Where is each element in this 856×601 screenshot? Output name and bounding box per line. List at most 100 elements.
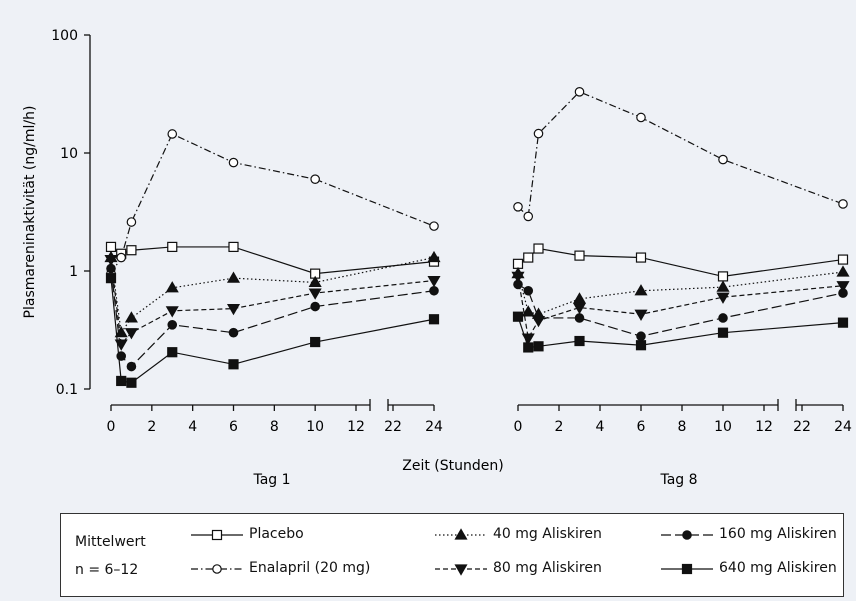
panel-1-series-enalapril-20-mg: [110, 133, 435, 274]
y-tick-label: 10: [60, 146, 78, 162]
panel-2-point-640-mg-aliskiren: [533, 341, 544, 352]
panel-2-label: Tag 8: [659, 472, 697, 488]
panel-1-x-tick-label: 0: [107, 419, 116, 435]
panel-2-point-160-mg-aliskiren: [523, 285, 534, 296]
panel-1-point-640-mg-aliskiren: [105, 273, 117, 284]
panel-1-point-160-mg-aliskiren: [228, 327, 239, 338]
panel-1-point-enalapril-20-mg: [126, 217, 137, 227]
panel-2-point-80-mg-aliskiren: [716, 292, 730, 304]
panel-1-point-80-mg-aliskiren: [104, 254, 118, 267]
panel-1-point-640-mg-aliskiren: [310, 336, 321, 348]
panel-2-point-enalapril-20-mg: [718, 154, 728, 165]
legend-marker-enalapril-20-mg: [212, 564, 222, 574]
legend-marker-160-mg-aliskiren: [682, 530, 692, 540]
panel-2-x-tick-label: 24: [834, 419, 852, 435]
panel-2-x-tick-label: 22: [793, 419, 811, 435]
panel-1-point-640-mg-aliskiren: [116, 375, 127, 387]
legend-label-enalapril: Enalapril (20 mg): [249, 560, 371, 576]
y-tick-label: 0.1: [56, 382, 78, 398]
panel-2-point-enalapril-20-mg: [574, 87, 585, 97]
panel-2-series-40-mg-aliskiren: [517, 271, 844, 315]
panel-2-point-placebo: [533, 243, 544, 254]
panel-1-x-tick-label: 22: [384, 419, 402, 435]
panel-1-point-160-mg-aliskiren: [167, 319, 178, 330]
legend-label-80mg: 80 mg Aliskiren: [493, 560, 602, 576]
panel-2-point-enalapril-20-mg: [636, 112, 646, 123]
panel-2-point-160-mg-aliskiren: [574, 313, 585, 323]
panel-1-point-160-mg-aliskiren: [116, 351, 127, 361]
panel-2-x-tick-label: 0: [514, 419, 523, 435]
y-tick-label: 1: [69, 264, 78, 280]
legend: Mittelwert n = 6–12 Placebo 40 mg Aliski…: [60, 513, 844, 597]
panel-1-series-40-mg-aliskiren: [110, 256, 435, 335]
panel-1-x-tick-label: 10: [306, 419, 324, 435]
panel-2-point-160-mg-aliskiren: [636, 331, 646, 342]
panel-2-point-640-mg-aliskiren: [717, 327, 729, 338]
legend-swatch-160mg: [661, 530, 713, 540]
panel-1-point-640-mg-aliskiren: [167, 347, 178, 358]
panel-1-series-placebo: [110, 246, 435, 275]
legend-label-40mg: 40 mg Aliskiren: [493, 526, 602, 542]
panel-2-point-80-mg-aliskiren: [511, 271, 525, 284]
panel-1-point-160-mg-aliskiren: [106, 263, 116, 274]
panel-2-point-640-mg-aliskiren: [512, 311, 524, 322]
x-axis-label: Zeit (Stunden): [402, 458, 503, 474]
panel-2-series-640-mg-aliskiren: [517, 316, 844, 349]
panel-1-x-tick-label: 12: [347, 419, 365, 435]
panel-2-point-80-mg-aliskiren: [572, 302, 587, 315]
panel-1-series-640-mg-aliskiren: [110, 278, 435, 384]
panel-1-point-40-mg-aliskiren: [427, 250, 441, 263]
legend-marker-placebo: [211, 529, 223, 541]
panel-2-point-placebo: [837, 254, 849, 265]
panel-1-point-80-mg-aliskiren: [427, 275, 441, 288]
panel-1-point-640-mg-aliskiren: [126, 377, 137, 388]
panel-1-point-placebo: [167, 241, 178, 253]
panel-2-x-tick-label: 6: [637, 419, 646, 435]
legend-swatch-enalapril: [191, 564, 243, 574]
panel-1-point-80-mg-aliskiren: [114, 339, 128, 351]
y-axis: 0.1 1 10 100 Plasmareninaktivität (ng/ml/h): [22, 28, 91, 398]
legend-swatch-80mg: [435, 564, 487, 576]
panel-1-point-enalapril-20-mg: [116, 252, 127, 263]
panel-2-point-160-mg-aliskiren: [533, 313, 544, 323]
panel-2-x-tick-label: 10: [714, 419, 732, 435]
panel-1-point-80-mg-aliskiren: [165, 306, 179, 318]
panel-1-point-160-mg-aliskiren: [310, 301, 320, 312]
panel-1-point-enalapril-20-mg: [429, 221, 439, 231]
panel-2-point-640-mg-aliskiren: [635, 340, 647, 351]
panel-2-point-40-mg-aliskiren: [716, 280, 730, 292]
y-tick-label: 100: [51, 28, 78, 44]
panel-1-x-tick-label: 6: [229, 419, 238, 435]
panel-2-point-160-mg-aliskiren: [838, 288, 848, 298]
panel-1-point-80-mg-aliskiren: [308, 288, 322, 300]
panel-2-point-640-mg-aliskiren: [837, 317, 849, 328]
legend-marker-640-mg-aliskiren: [681, 563, 693, 575]
panel-1-point-80-mg-aliskiren: [226, 304, 241, 316]
panel-2-point-640-mg-aliskiren: [523, 342, 534, 353]
y-axis-label: Plasmareninaktivität (ng/ml/h): [22, 106, 38, 319]
panel-1-point-160-mg-aliskiren: [126, 361, 137, 372]
panel-2-point-enalapril-20-mg: [513, 201, 523, 212]
panel-1-point-160-mg-aliskiren: [429, 285, 439, 296]
panel-1-x-tick-label: 2: [147, 419, 156, 435]
panel-1-point-40-mg-aliskiren: [226, 271, 241, 283]
panel-2-x-tick-label: 2: [555, 419, 564, 435]
panel-1-point-placebo: [105, 241, 117, 253]
panel-1-x-tick-label: 24: [425, 419, 443, 435]
legend-swatch-640mg: [661, 563, 713, 575]
panel-1-label: Tag 1: [252, 472, 290, 488]
panel-2-series-160-mg-aliskiren: [517, 283, 844, 337]
legend-heading: Mittelwert: [75, 534, 146, 550]
panel-1-point-enalapril-20-mg: [167, 129, 178, 139]
panel-2-point-placebo: [574, 250, 585, 261]
legend-marker-40-mg-aliskiren: [454, 528, 468, 540]
panel-1-point-40-mg-aliskiren: [114, 326, 128, 338]
panel-2-point-placebo: [523, 252, 534, 263]
panel-2-point-160-mg-aliskiren: [718, 313, 728, 323]
panel-2-point-640-mg-aliskiren: [574, 335, 585, 347]
panel-1-x-tick-label: 8: [270, 419, 279, 435]
panel-2-point-80-mg-aliskiren: [634, 309, 648, 321]
panel-2-point-enalapril-20-mg: [533, 128, 544, 139]
